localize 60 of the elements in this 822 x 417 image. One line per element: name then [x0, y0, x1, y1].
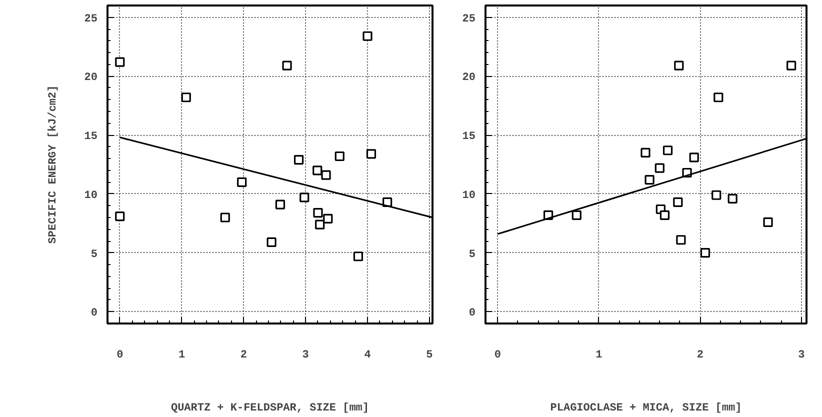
y-tick-label: 15 [462, 131, 476, 144]
point [660, 210, 670, 220]
point [315, 220, 325, 230]
x-tick-label: 2 [240, 350, 247, 362]
y-tick-label: 25 [84, 13, 98, 26]
point [300, 192, 310, 202]
point [334, 151, 344, 162]
point [321, 170, 331, 180]
point [275, 200, 286, 210]
point [353, 252, 364, 262]
point [673, 197, 683, 207]
point [714, 92, 724, 102]
y-tick-label: 10 [84, 190, 98, 202]
point [644, 175, 654, 185]
point [572, 210, 582, 220]
point [181, 92, 191, 102]
point [220, 212, 230, 222]
x-tick-label: 3 [798, 350, 806, 362]
point [313, 208, 323, 218]
point [312, 166, 322, 176]
x-tick-label: 2 [696, 350, 704, 362]
y-tick-label: 25 [462, 13, 476, 26]
point [640, 148, 650, 158]
x-tick-label: 0 [116, 350, 124, 362]
point [700, 248, 710, 258]
point [674, 60, 684, 70]
x-tick-label: 4 [364, 350, 372, 362]
y-axis-title: SPECIFIC ENERGY [kJ/cm2] [47, 85, 60, 244]
x-tick-label: 1 [596, 350, 603, 362]
x-axis-title: QUARTZ + K-FELDSPAR, SIZE [mm] [170, 402, 370, 414]
point [294, 154, 304, 165]
point [654, 163, 664, 173]
point [728, 194, 738, 204]
y-tick-label: 20 [462, 72, 476, 84]
y-tick-label: 5 [468, 248, 476, 261]
point [237, 177, 247, 187]
point [266, 237, 276, 248]
point [115, 212, 125, 222]
point [763, 217, 773, 228]
y-tick-label: 0 [90, 308, 98, 320]
y-tick-label: 5 [90, 248, 98, 261]
x-axis-title: PLAGIOCLASE + MICA, SIZE [mm] [550, 402, 742, 414]
x-tick-label: 5 [426, 350, 434, 362]
x-tick-label: 0 [494, 350, 501, 362]
point [282, 60, 292, 70]
y-tick-label: 0 [468, 308, 476, 320]
x-tick-label: 1 [178, 350, 186, 362]
y-tick-label: 15 [84, 131, 98, 144]
point [115, 57, 125, 67]
point [786, 60, 796, 70]
point [662, 146, 673, 156]
y-tick-label: 10 [462, 190, 476, 202]
point [323, 214, 333, 224]
x-tick-label: 3 [302, 350, 310, 362]
point [362, 31, 372, 41]
point [712, 190, 722, 200]
point [689, 152, 699, 162]
y-tick-label: 20 [84, 72, 98, 84]
point [366, 149, 376, 159]
point [676, 235, 686, 245]
